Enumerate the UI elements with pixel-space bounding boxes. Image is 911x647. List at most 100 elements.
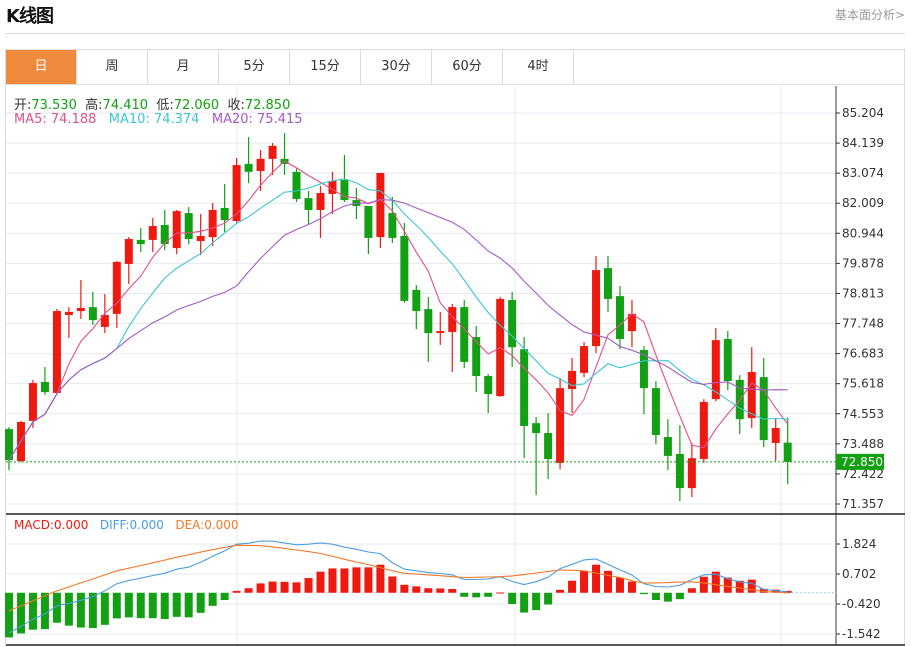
candle-body bbox=[328, 180, 337, 194]
candle-body bbox=[112, 261, 121, 314]
price-tick-label: 76.683 bbox=[842, 347, 884, 361]
macd-bar bbox=[52, 592, 61, 623]
macd-bar bbox=[496, 592, 505, 594]
last-price-badge bbox=[836, 453, 884, 470]
candle-body bbox=[568, 370, 577, 389]
candle-body bbox=[88, 307, 97, 321]
fundamental-analysis-link[interactable]: 基本面分析> bbox=[834, 8, 905, 22]
macd-tick-label: 1.824 bbox=[842, 537, 876, 551]
macd-bar bbox=[280, 581, 289, 593]
candle-body bbox=[400, 235, 409, 301]
candle-body bbox=[604, 268, 612, 299]
macd-bar bbox=[352, 567, 361, 593]
price-tick-label: 77.748 bbox=[842, 317, 884, 331]
candle-body bbox=[256, 158, 265, 171]
price-tick-label: 79.878 bbox=[842, 256, 884, 270]
macd-bar bbox=[124, 592, 133, 618]
candle-body bbox=[136, 239, 145, 245]
candle-body bbox=[639, 350, 648, 389]
candle-body bbox=[388, 213, 397, 238]
candle-body bbox=[663, 436, 672, 456]
macd-bar bbox=[436, 588, 445, 593]
macd-bar bbox=[412, 586, 421, 593]
candle-body bbox=[232, 165, 241, 221]
macd-tick-label: 0.702 bbox=[842, 567, 876, 581]
high-label: 高: bbox=[85, 98, 103, 113]
candle-body bbox=[316, 193, 325, 210]
candle-body bbox=[64, 311, 73, 316]
macd-bar bbox=[88, 592, 97, 629]
candle-body bbox=[580, 346, 589, 373]
macd-tick-label: -1.542 bbox=[842, 627, 881, 641]
macd-bar bbox=[28, 592, 37, 630]
candle-body bbox=[292, 171, 301, 199]
divider bbox=[5, 33, 905, 34]
candle-body bbox=[220, 207, 229, 221]
candle-body bbox=[124, 239, 133, 264]
candle-body bbox=[436, 331, 445, 334]
price-tick-label: 80.944 bbox=[842, 226, 884, 240]
macd-bar bbox=[580, 570, 589, 593]
macd-bar bbox=[304, 578, 313, 593]
macd-value: MACD:0.000 bbox=[14, 518, 89, 532]
price-tick-label: 82.009 bbox=[842, 196, 884, 210]
macd-bar bbox=[508, 592, 517, 604]
candle-body bbox=[376, 172, 385, 238]
ma10-value: MA10: 74.374 bbox=[108, 112, 200, 127]
candle-body bbox=[52, 311, 61, 393]
candle-body bbox=[556, 388, 565, 463]
macd-bar bbox=[16, 592, 25, 634]
candle-body bbox=[424, 309, 433, 334]
price-tick-label: 75.618 bbox=[842, 377, 884, 391]
macd-bar bbox=[460, 592, 469, 597]
tab-week[interactable]: 周 bbox=[77, 50, 148, 84]
candle-body bbox=[472, 337, 481, 377]
tab-4hour[interactable]: 4时 bbox=[503, 50, 574, 84]
tab-5min[interactable]: 5分 bbox=[219, 50, 290, 84]
candle-body bbox=[148, 226, 157, 240]
macd-bar bbox=[723, 577, 732, 593]
macd-legend: MACD:0.000 DIFF:0.000 DEA:0.000 bbox=[14, 518, 239, 532]
candle-body bbox=[699, 401, 708, 460]
candle-body bbox=[268, 145, 277, 159]
candle-body bbox=[711, 340, 720, 400]
candle-body bbox=[484, 376, 493, 395]
dea-value: DEA:0.000 bbox=[175, 518, 239, 532]
macd-bar bbox=[759, 588, 768, 593]
open-label: 开: bbox=[14, 98, 32, 113]
tab-30min[interactable]: 30分 bbox=[361, 50, 432, 84]
candle-body bbox=[771, 427, 780, 443]
macd-bar bbox=[663, 592, 672, 602]
price-tick-label: 73.488 bbox=[842, 437, 884, 451]
candle-body bbox=[448, 307, 457, 332]
chart-frame bbox=[5, 85, 905, 646]
tab-15min[interactable]: 15分 bbox=[290, 50, 361, 84]
candle-body bbox=[460, 307, 469, 362]
tab-month[interactable]: 月 bbox=[148, 50, 219, 84]
high-value: 74.410 bbox=[102, 98, 149, 113]
macd-bar bbox=[5, 592, 13, 638]
candle-body bbox=[304, 198, 313, 210]
ma20-value: MA20: 75.415 bbox=[211, 112, 303, 127]
candle-body bbox=[747, 372, 756, 419]
candle-body bbox=[651, 388, 660, 436]
candle-body bbox=[544, 433, 553, 460]
macd-bar bbox=[208, 592, 217, 606]
macd-bar bbox=[244, 588, 253, 593]
candle-body bbox=[184, 213, 193, 240]
candle-body bbox=[244, 163, 253, 172]
candle-body bbox=[615, 296, 624, 340]
ma5-line bbox=[8, 160, 789, 461]
macd-bar bbox=[400, 584, 409, 593]
macd-bar bbox=[699, 576, 708, 593]
last-price-label: 72.850 bbox=[841, 455, 883, 469]
tab-day[interactable]: 日 bbox=[6, 50, 77, 84]
tab-60min[interactable]: 60分 bbox=[432, 50, 503, 84]
macd-bar bbox=[136, 592, 145, 619]
macd-bar bbox=[639, 592, 648, 595]
candle-body bbox=[783, 442, 792, 462]
open-value: 73.530 bbox=[31, 98, 77, 113]
close-label: 收: bbox=[227, 98, 245, 113]
low-value: 72.060 bbox=[173, 98, 220, 113]
